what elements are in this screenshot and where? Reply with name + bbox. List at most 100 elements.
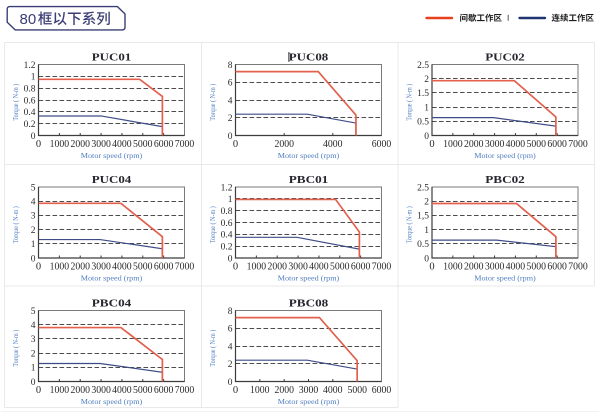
svg-text:0: 0 — [228, 254, 233, 264]
svg-text:2: 2 — [228, 360, 233, 370]
svg-text:1.5: 1.5 — [417, 89, 429, 99]
svg-text:4000: 4000 — [112, 139, 132, 150]
svg-text:2: 2 — [424, 75, 429, 85]
svg-text:2: 2 — [424, 198, 429, 208]
svg-text:1: 1 — [228, 195, 233, 205]
svg-text:0.8: 0.8 — [24, 85, 36, 95]
svg-text:0.4: 0.4 — [221, 231, 233, 241]
svg-text:6000: 6000 — [547, 139, 567, 150]
svg-text:2000: 2000 — [267, 262, 287, 273]
svg-text:3000: 3000 — [485, 139, 505, 150]
svg-text:3000: 3000 — [299, 385, 319, 396]
svg-text:2.5: 2.5 — [417, 183, 429, 193]
svg-text:2000: 2000 — [464, 262, 484, 273]
svg-text:7000: 7000 — [175, 385, 195, 396]
svg-text:4: 4 — [31, 321, 36, 331]
svg-text:PUC02: PUC02 — [485, 51, 525, 63]
svg-text:0.6: 0.6 — [24, 96, 36, 106]
svg-text:Motor speed (rpm): Motor speed (rpm) — [81, 274, 143, 283]
svg-text:Torque ( N-m ): Torque ( N-m ) — [209, 206, 217, 244]
svg-text:1000: 1000 — [50, 385, 70, 396]
svg-text:3000: 3000 — [485, 262, 505, 273]
svg-text:4000: 4000 — [506, 262, 526, 273]
svg-text:0: 0 — [31, 132, 36, 142]
svg-text:1: 1 — [31, 240, 36, 250]
svg-text:3: 3 — [31, 335, 36, 345]
svg-text:0.2: 0.2 — [221, 243, 233, 253]
svg-text:0: 0 — [36, 139, 41, 150]
svg-text:PBC04: PBC04 — [92, 297, 132, 309]
svg-text:6000: 6000 — [154, 385, 174, 396]
svg-text:2: 2 — [228, 114, 233, 124]
svg-text:1,5: 1,5 — [417, 212, 429, 222]
svg-text:0.8: 0.8 — [221, 207, 233, 217]
svg-text:Torque ( N-m ): Torque ( N-m ) — [209, 83, 217, 121]
svg-text:Torque ( N-m ): Torque ( N-m ) — [12, 329, 20, 367]
svg-text:0: 0 — [429, 262, 434, 273]
svg-text:0: 0 — [31, 254, 36, 264]
svg-text:5000: 5000 — [133, 385, 153, 396]
svg-text:6000: 6000 — [372, 139, 392, 150]
svg-text:1000: 1000 — [247, 262, 267, 273]
svg-text:80: 80 — [20, 11, 37, 28]
svg-text:0.2: 0.2 — [24, 120, 36, 130]
svg-text:0.4: 0.4 — [24, 108, 36, 118]
svg-text:3000: 3000 — [91, 139, 111, 150]
svg-text:2000: 2000 — [274, 385, 294, 396]
svg-text:2000: 2000 — [70, 385, 90, 396]
svg-text:2000: 2000 — [70, 262, 90, 273]
svg-text:4000: 4000 — [506, 139, 526, 150]
svg-text:1.2: 1.2 — [221, 183, 233, 193]
svg-text:5000: 5000 — [527, 262, 547, 273]
svg-text:3000: 3000 — [91, 385, 111, 396]
svg-text:6000: 6000 — [154, 262, 174, 273]
svg-text:4000: 4000 — [112, 262, 132, 273]
svg-text:0: 0 — [424, 254, 429, 264]
svg-text:0: 0 — [233, 385, 238, 396]
svg-text:2000: 2000 — [70, 139, 90, 150]
svg-text:0: 0 — [424, 132, 429, 142]
svg-text:Torque ( N-m ): Torque ( N-m ) — [12, 206, 20, 244]
svg-text:8: 8 — [228, 307, 233, 317]
svg-text:2: 2 — [31, 349, 36, 359]
svg-text:5000: 5000 — [330, 262, 350, 273]
svg-text:0: 0 — [228, 378, 233, 388]
svg-text:Torque ( N-m ): Torque ( N-m ) — [12, 83, 20, 121]
svg-text:1000: 1000 — [250, 385, 270, 396]
svg-text:5: 5 — [31, 307, 36, 317]
svg-text:0: 0 — [36, 385, 41, 396]
svg-text:4000: 4000 — [309, 262, 329, 273]
svg-text:Torque ( N-m ): Torque ( N-m ) — [406, 83, 414, 121]
svg-text:7000: 7000 — [175, 139, 195, 150]
svg-text:1: 1 — [31, 364, 36, 374]
svg-text:2.5: 2.5 — [417, 61, 429, 71]
svg-text:6000: 6000 — [372, 385, 392, 396]
svg-text:1000: 1000 — [443, 139, 463, 150]
svg-text:1: 1 — [31, 73, 36, 83]
svg-text:1: 1 — [424, 103, 429, 113]
svg-text:0: 0 — [36, 262, 41, 273]
svg-text:0: 0 — [233, 139, 238, 150]
svg-text:3: 3 — [31, 212, 36, 222]
svg-text:0: 0 — [233, 262, 238, 273]
svg-text:4: 4 — [31, 198, 36, 208]
svg-text:0.5: 0.5 — [417, 118, 429, 128]
svg-text:5000: 5000 — [527, 139, 547, 150]
svg-text:PBC08: PBC08 — [289, 297, 329, 309]
svg-text:5000: 5000 — [133, 262, 153, 273]
svg-text:Motor speed (rpm): Motor speed (rpm) — [81, 397, 143, 406]
svg-text:1.2: 1.2 — [24, 61, 36, 71]
svg-text:PBC02: PBC02 — [485, 174, 525, 186]
svg-text:6000: 6000 — [154, 139, 174, 150]
svg-text:1: 1 — [424, 226, 429, 236]
svg-text:Motor speed (rpm): Motor speed (rpm) — [278, 151, 340, 160]
svg-text:3000: 3000 — [288, 262, 308, 273]
svg-text:4: 4 — [228, 342, 233, 352]
svg-text:Motor speed (rpm): Motor speed (rpm) — [81, 151, 143, 160]
svg-text:4: 4 — [228, 96, 233, 106]
svg-text:4000: 4000 — [112, 385, 132, 396]
svg-text:3000: 3000 — [91, 262, 111, 273]
svg-text:6000: 6000 — [547, 262, 567, 273]
svg-text:7000: 7000 — [568, 262, 588, 273]
svg-text:PBC01: PBC01 — [289, 174, 329, 186]
